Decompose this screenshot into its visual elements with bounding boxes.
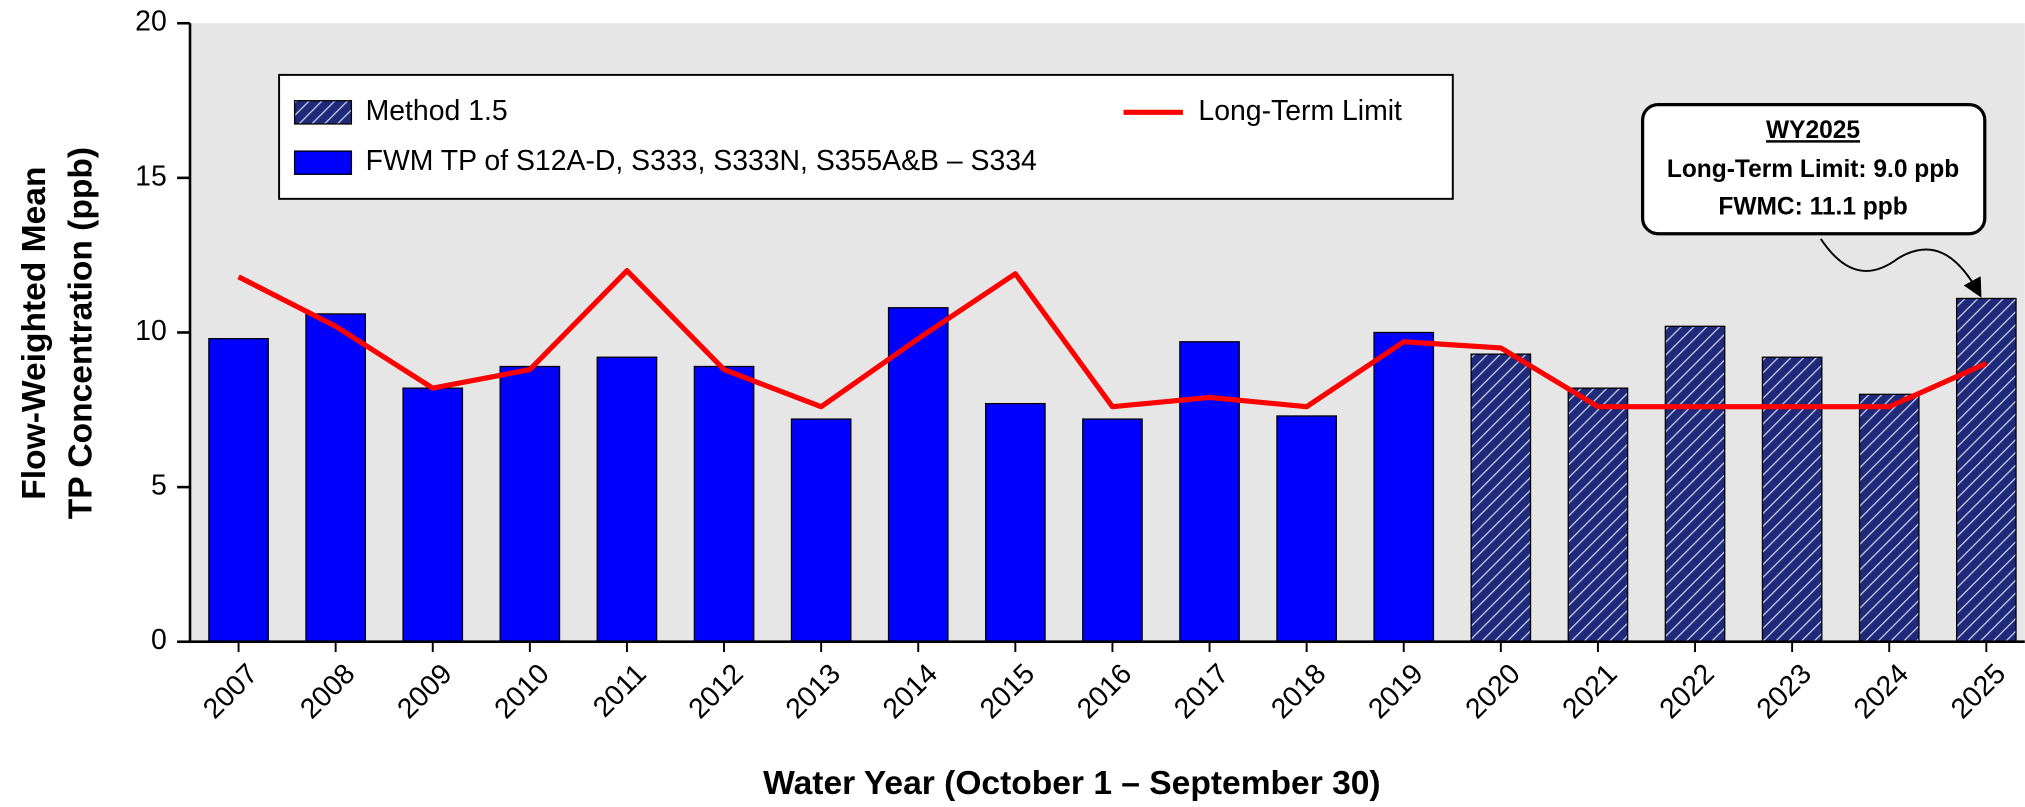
x-tick-label: 2017 — [1168, 658, 1235, 725]
bar — [887, 307, 949, 643]
x-tick-label: 2009 — [391, 658, 458, 725]
bar — [790, 418, 852, 643]
legend-swatch — [293, 100, 353, 125]
bar — [1567, 387, 1629, 643]
legend-box — [278, 73, 1454, 200]
annotation: WY2025 Long-Term Limit: 9.0 ppb FWMC: 11… — [1640, 102, 1987, 298]
x-tick-label: 2012 — [682, 658, 749, 725]
x-tick-label: 2010 — [488, 658, 555, 725]
y-tick-label: 5 — [151, 470, 167, 502]
x-tick-label: 2015 — [974, 658, 1041, 725]
y-tick-label: 10 — [135, 315, 167, 347]
bar — [1179, 341, 1240, 643]
bar — [693, 365, 755, 643]
y-axis-title: Flow-Weighted Mean — [16, 167, 53, 500]
legend-label: FWM TP of S12A-D, S333, S333N, S355A&B –… — [366, 145, 1037, 177]
bar — [402, 387, 464, 643]
x-tick-label: 2018 — [1265, 658, 1332, 725]
x-tick-label: 2007 — [197, 658, 264, 725]
x-tick-label: 2014 — [877, 658, 944, 725]
bar — [499, 365, 561, 643]
bar — [1276, 415, 1337, 643]
annotation-text: FWMC: 11.1 ppb — [1718, 193, 1907, 220]
annotation-text: Long-Term Limit: 9.0 ppb — [1667, 156, 1959, 183]
line — [237, 268, 1988, 410]
annotation-title: WY2025 — [1766, 117, 1860, 144]
x-tick-label: 2020 — [1459, 658, 1526, 725]
x-tick-label: 2011 — [587, 658, 653, 724]
legend-swatch — [293, 150, 353, 175]
annotation-arrow — [1819, 238, 1982, 298]
legend: Method 1.5 FWM TP of S12A-D, S333, S333N… — [278, 73, 1454, 200]
bar — [984, 402, 1046, 643]
legend-label: Long-Term Limit — [1198, 95, 1402, 127]
x-tick-label: 2021 — [1556, 658, 1623, 725]
x-tick-label: 2025 — [1945, 658, 2012, 725]
x-axis-title: Water Year (October 1 – September 30) — [763, 765, 1380, 802]
x-tick-label: 2016 — [1071, 658, 1138, 725]
bar — [1373, 331, 1435, 643]
bar — [1082, 418, 1143, 643]
bar — [1955, 297, 2017, 643]
y-tick-label: 15 — [135, 160, 167, 192]
legend-label: Method 1.5 — [366, 95, 508, 127]
x-tick-label: 2024 — [1848, 658, 1915, 725]
y-tick-label: 20 — [135, 6, 167, 38]
bar — [1858, 393, 1920, 643]
x-tick-label: 2008 — [294, 658, 361, 725]
bar — [596, 356, 658, 643]
bar — [208, 338, 269, 643]
x-tick-label: 2023 — [1751, 658, 1818, 725]
bar — [1761, 356, 1823, 643]
y-axis-title: TP Concentration (ppb) — [63, 147, 100, 519]
y-tick-label: 0 — [151, 624, 167, 656]
x-tick-label: 2022 — [1653, 658, 1720, 725]
bar — [305, 313, 366, 643]
annotation-box — [1640, 102, 1987, 236]
x-tick-label: 2013 — [780, 658, 847, 725]
x-tick-label: 2019 — [1362, 658, 1429, 725]
bar — [1470, 353, 1532, 643]
bar — [1664, 325, 1726, 643]
